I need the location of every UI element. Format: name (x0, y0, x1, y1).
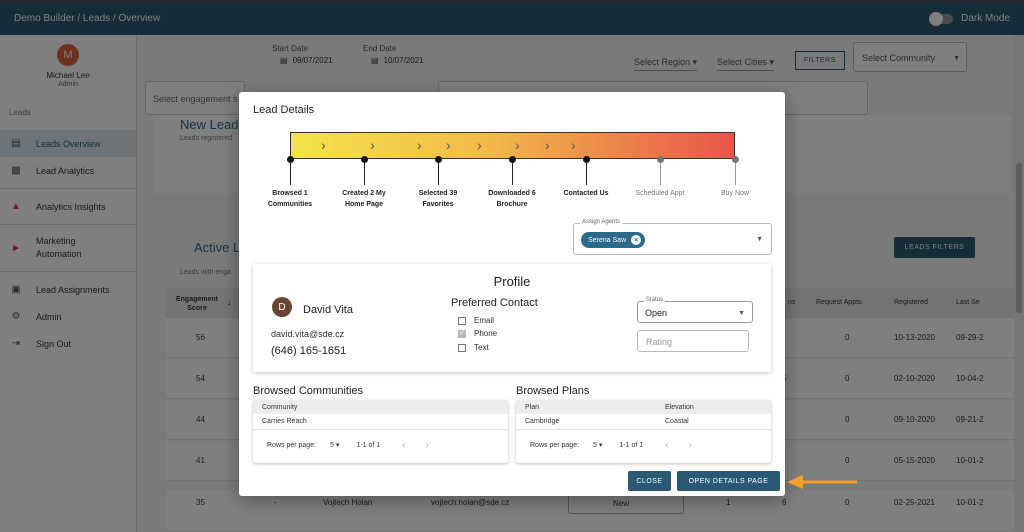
close-button[interactable]: CLOSE (628, 471, 671, 491)
table-pagination: Rows per page: 5 ▾ 1-1 of 1 ‹ › (516, 430, 771, 460)
table-header: Plan Elevation (516, 400, 771, 414)
chevron-right-icon: › (545, 137, 550, 153)
table-row[interactable]: Cambridge Coastal (516, 414, 771, 430)
highlight-arrow-icon (787, 475, 857, 489)
step-line (659, 163, 661, 185)
step-line (363, 163, 365, 185)
rows-per-page-select[interactable]: 5 ▾ (330, 442, 340, 449)
rows-per-page-select[interactable]: 5 ▾ (593, 442, 603, 449)
status-value: Open (645, 308, 668, 318)
table-pagination: Rows per page: 5 ▾ 1-1 of 1 ‹ › (253, 430, 508, 460)
lead-details-modal: Lead Details › › › › › › › › Browsed 1 Communit… (239, 92, 785, 496)
lead-phone: (646) 165-1651 (271, 345, 347, 357)
contact-text-checkbox[interactable]: Text (458, 343, 489, 352)
progress-step: Buy Now (705, 156, 765, 199)
step-marker (731, 156, 739, 163)
lead-name: David Vita (303, 304, 353, 316)
chevron-down-icon: ▼ (738, 310, 745, 317)
rows-per-page-label: Rows per page: (267, 441, 317, 449)
rows-per-page-value: 5 (593, 442, 597, 449)
step-marker (286, 156, 294, 163)
rating-input[interactable]: Rating (637, 330, 749, 352)
chevron-right-icon: › (417, 137, 422, 153)
checkbox-label: Text (474, 343, 489, 352)
agent-chip[interactable]: Serena Saw × (581, 232, 646, 248)
column-header-plan: Plan (525, 403, 540, 411)
profile-card: Profile D David Vita david.vita@sde.cz (… (253, 264, 771, 372)
status-select[interactable]: Status Open ▼ (637, 297, 753, 323)
step-marker (508, 156, 516, 163)
contact-email-checkbox[interactable]: Email (458, 316, 494, 325)
progress-step: Created 2 My Home Page (334, 156, 394, 210)
remove-chip-icon[interactable]: × (631, 235, 642, 245)
progress-step: Downloaded 6 Brochure (482, 156, 542, 210)
contact-phone-checkbox[interactable]: ✓ Phone (458, 329, 497, 338)
checkbox-icon[interactable] (458, 343, 466, 352)
step-marker (434, 156, 442, 163)
lead-progress-bar (290, 132, 735, 159)
progress-step: Selected 39 Favorites (408, 156, 468, 210)
browsed-plans-title: Browsed Plans (516, 385, 590, 397)
chevron-left-icon[interactable]: ‹ (402, 439, 406, 451)
elevation-cell: Coastal (665, 418, 689, 425)
step-line (437, 163, 439, 185)
chevron-left-icon[interactable]: ‹ (665, 439, 669, 451)
step-line (511, 163, 513, 185)
column-header-elevation: Elevation (665, 403, 694, 411)
page-range: 1-1 of 1 (619, 441, 644, 449)
column-header-community: Community (262, 403, 298, 411)
lead-email: david.vita@sde.cz (271, 329, 345, 339)
step-line (585, 163, 587, 185)
step-label: Buy Now (720, 190, 749, 197)
progress-step: Contacted Us (556, 156, 616, 199)
checkbox-label: Phone (474, 329, 498, 338)
step-label: Selected 39 Favorites (418, 190, 458, 208)
chevron-right-icon: › (321, 137, 326, 153)
progress-step: Browsed 1 Communities (260, 156, 320, 210)
step-marker (582, 156, 590, 163)
page-range: 1-1 of 1 (356, 441, 381, 449)
chevron-right-icon: › (446, 137, 451, 153)
plan-cell: Cambridge (525, 418, 560, 425)
open-details-page-button[interactable]: OPEN DETAILS PAGE (677, 471, 780, 491)
table-row[interactable]: Carries Reach (253, 414, 508, 430)
checkbox-checked-icon[interactable]: ✓ (458, 329, 466, 338)
step-label: Created 2 My Home Page (342, 190, 386, 208)
rows-per-page-value: 5 (330, 442, 334, 449)
checkbox-icon[interactable] (458, 316, 466, 325)
progress-step: Scheduled Appt (630, 156, 690, 199)
community-cell: Carries Reach (262, 418, 307, 425)
browsed-plans-table: Plan Elevation Cambridge Coastal Rows per … (516, 400, 771, 463)
step-label: Downloaded 6 Brochure (488, 190, 536, 208)
modal-title: Lead Details (253, 104, 315, 116)
step-label: Scheduled Appt (635, 190, 685, 197)
step-line (734, 163, 736, 185)
chevron-right-icon: › (515, 137, 520, 153)
chevron-right-icon[interactable]: › (425, 439, 429, 451)
chevron-down-icon[interactable]: ▼ (756, 236, 763, 243)
profile-title: Profile (493, 274, 531, 289)
browsed-communities-table: Community Carries Reach Rows per page: 5… (253, 400, 508, 463)
chevron-right-icon[interactable]: › (688, 439, 692, 451)
agent-chip-label: Serena Saw (588, 236, 627, 244)
assign-agents-select[interactable]: Assign Agents Serena Saw × ▼ (573, 219, 772, 255)
chevron-right-icon: › (477, 137, 482, 153)
step-marker (656, 156, 664, 163)
step-marker (360, 156, 368, 163)
chevron-right-icon: › (370, 137, 375, 153)
avatar: D (272, 297, 292, 317)
table-header: Community (253, 400, 508, 414)
assign-agents-label: Assign Agents (580, 219, 623, 225)
browsed-communities-title: Browsed Communities (253, 385, 364, 397)
preferred-contact-title: Preferred Contact (451, 297, 538, 309)
step-line (289, 163, 291, 185)
step-label: Browsed 1 Communities (267, 190, 313, 208)
chevron-right-icon: › (571, 137, 576, 153)
arrow-head (787, 475, 803, 489)
checkbox-label: Email (474, 316, 495, 325)
status-label: Status (644, 297, 666, 303)
rows-per-page-label: Rows per page: (530, 441, 580, 449)
step-label: Contacted Us (563, 190, 609, 197)
